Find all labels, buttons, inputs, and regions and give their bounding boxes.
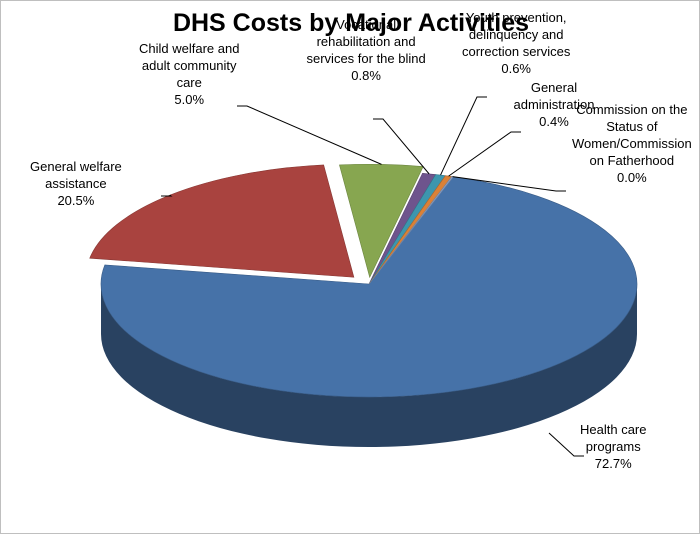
slice-label-text: Health care: [580, 421, 647, 437]
slice-label-text: delinquency and: [468, 27, 564, 42]
slice-label-text: on Fatherhood: [589, 152, 675, 168]
leader-line-4: [440, 96, 487, 176]
slice-0: [100, 176, 638, 398]
chart-title: DHS Costs by Major Activities: [172, 9, 530, 37]
slice-label-text: General welfare: [30, 158, 122, 174]
slice-label-text: General: [530, 79, 578, 95]
slice-value-label: 5.0%: [174, 92, 205, 107]
slice-label-text: Child welfare and: [139, 41, 240, 56]
slice-value-label: 0.8%: [351, 68, 381, 83]
leader-line-5: [448, 131, 521, 177]
slice-label-text: care: [176, 75, 202, 90]
slice-label-text: Women/Commission: [572, 135, 692, 151]
slice-label-text: services for the blind: [306, 51, 426, 66]
slice-side-0: [101, 284, 637, 447]
leader-line-0: [548, 432, 584, 457]
slice-label-text: adult community: [141, 58, 237, 73]
slice-label-5: General administration 0.4%: [514, 79, 595, 130]
slice-value-label: 72.7%: [594, 455, 632, 471]
slice-label-3: Vocational rehabilitation and services for…: [307, 16, 426, 84]
slice-label-text: assistance: [45, 175, 107, 191]
slice-1: [89, 164, 355, 278]
pie-sides: [101, 284, 637, 447]
slice-label-text: correction services: [462, 44, 571, 59]
slice-label-text: administration: [513, 96, 595, 112]
leader-line-3: [373, 118, 430, 175]
slice-value-label: 0.0%: [617, 169, 647, 185]
slice-label-1: General welfare assistance 20.5%: [30, 158, 122, 209]
slice-value-label: 20.5%: [57, 192, 95, 208]
leader-lines: [161, 96, 584, 457]
leader-line-6: [452, 176, 566, 192]
slice-label-text: Vocational: [336, 17, 397, 32]
pie-tops: [89, 163, 638, 398]
slice-label-0: Health care programs 72.7%: [580, 421, 646, 472]
slice-label-text: Youth prevention,: [465, 10, 567, 25]
slice-label-4: Youth prevention, delinquency and correcti…: [462, 9, 570, 77]
leader-line-2: [237, 105, 382, 165]
slice-label-2: Child welfare and adult community care 5.0%: [139, 40, 239, 108]
slice-label-text: rehabilitation and: [316, 34, 416, 49]
slice-value-label: 0.4%: [539, 113, 569, 129]
slice-label-text: Commission on the: [576, 101, 688, 117]
slice-label-6: Commission on the Status of Women/Commissi…: [572, 101, 692, 186]
slice-value-label: 0.6%: [501, 61, 531, 76]
leader-line-1: [161, 194, 173, 197]
slice-label-text: Status of: [606, 118, 658, 134]
slice-label-text: programs: [585, 438, 641, 454]
